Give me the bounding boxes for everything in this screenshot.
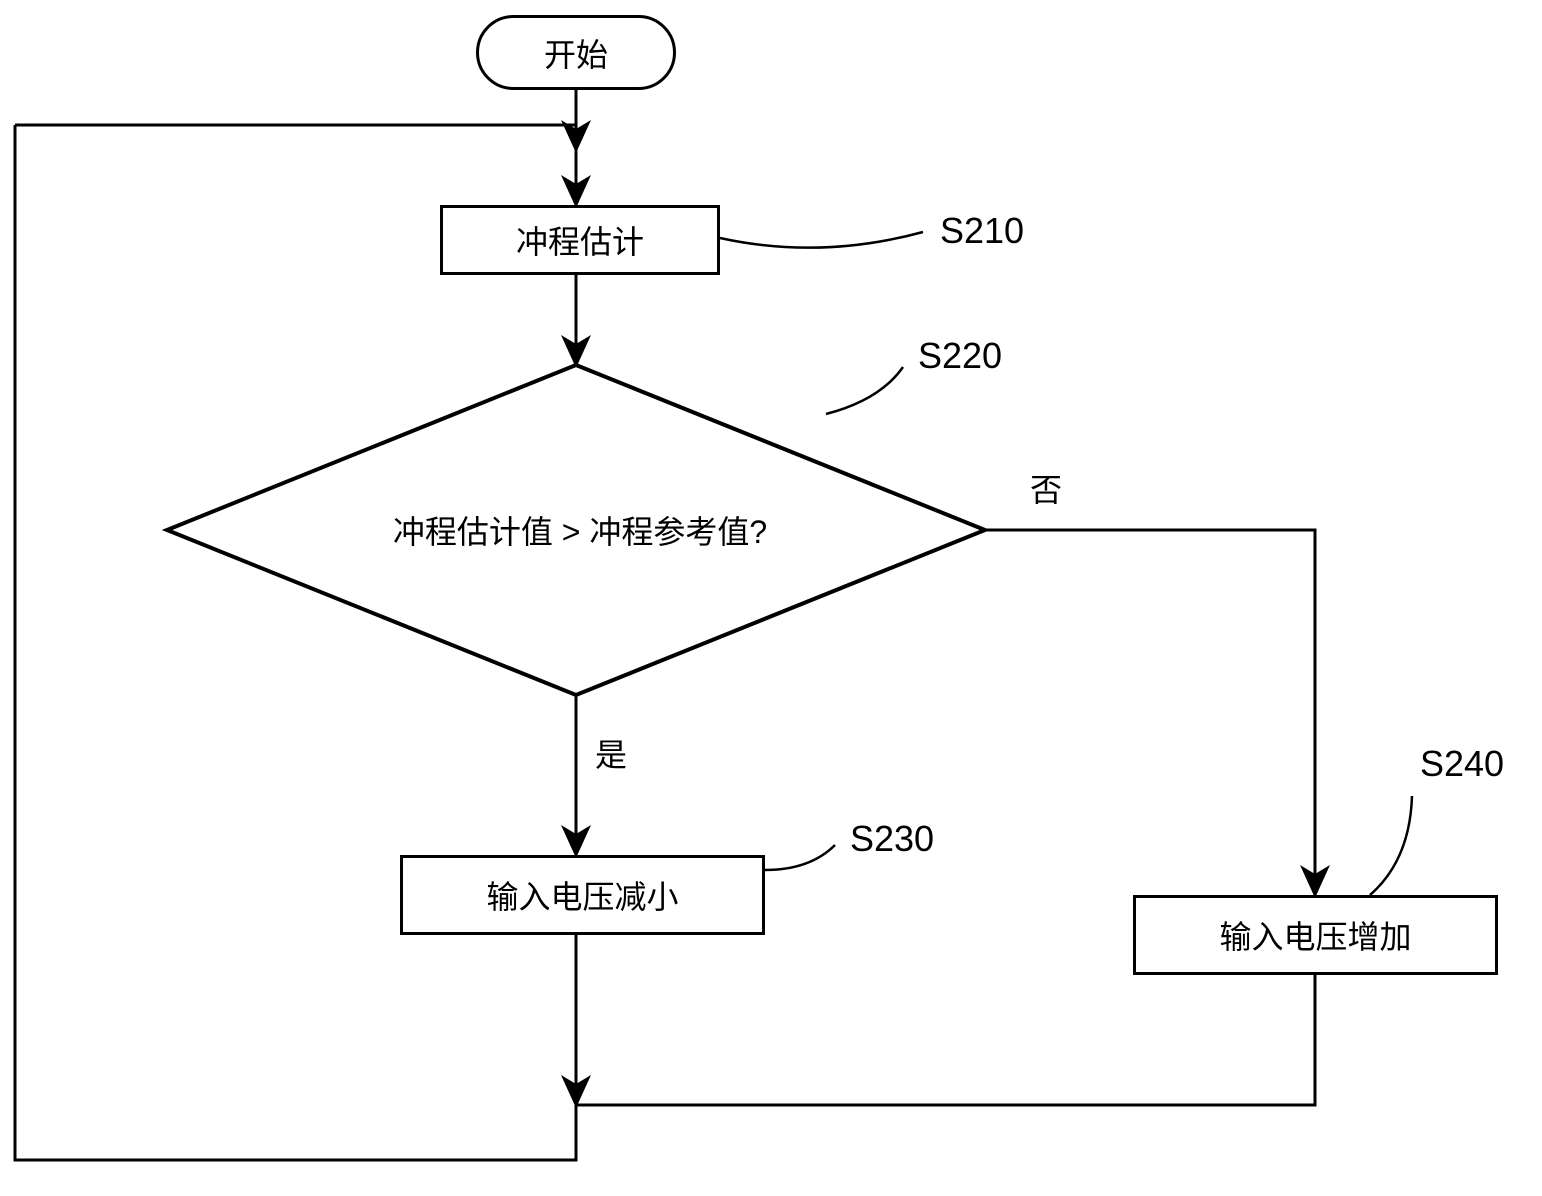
decision-s220: 冲程估计值 > 冲程参考值? — [175, 365, 985, 695]
s240-label: 输入电压增加 — [1219, 912, 1411, 958]
s230-label: 输入电压减小 — [486, 872, 678, 918]
start-node: 开始 — [476, 15, 676, 90]
s230-ref: S230 — [850, 818, 934, 860]
s210-label: 冲程估计 — [516, 217, 644, 263]
s220-ref: S220 — [918, 335, 1002, 377]
s240-ref: S240 — [1420, 743, 1504, 785]
process-s210: 冲程估计 — [440, 205, 720, 275]
s210-ref: S210 — [940, 210, 1024, 252]
process-s240: 输入电压增加 — [1133, 895, 1498, 975]
s220-no-label: 否 — [1030, 465, 1062, 511]
flowchart-container: 开始 冲程估计 S210 冲程估计值 > 冲程参考值? S220 是 否 输入电… — [0, 0, 1542, 1196]
process-s230: 输入电压减小 — [400, 855, 765, 935]
s220-yes-label: 是 — [595, 730, 627, 776]
s220-label: 冲程估计值 > 冲程参考值? — [393, 507, 767, 553]
start-label: 开始 — [544, 30, 608, 76]
